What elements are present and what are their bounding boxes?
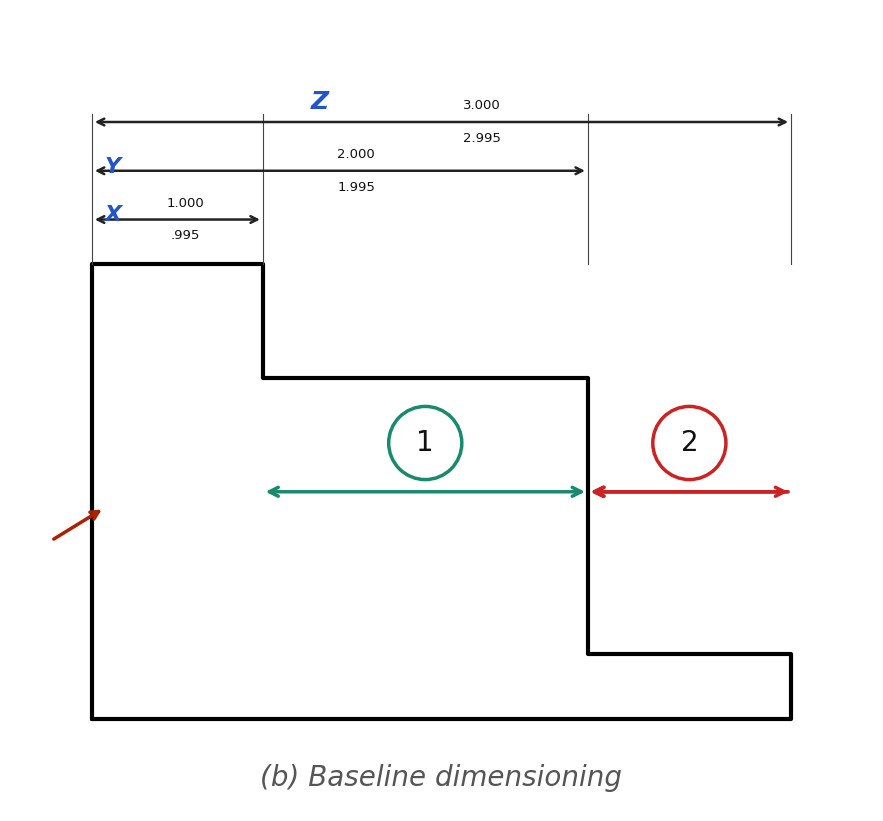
- Text: .995: .995: [170, 229, 200, 242]
- Text: 2.000: 2.000: [337, 148, 375, 161]
- Text: Z: Z: [311, 89, 328, 113]
- Text: X: X: [104, 205, 121, 226]
- Text: (b) Baseline dimensioning: (b) Baseline dimensioning: [260, 764, 623, 792]
- Text: 2: 2: [681, 429, 698, 457]
- Text: 1.000: 1.000: [167, 197, 204, 210]
- Text: 1.995: 1.995: [337, 181, 375, 194]
- Text: Y: Y: [104, 157, 120, 177]
- Text: 1: 1: [417, 429, 434, 457]
- Text: 3.000: 3.000: [464, 99, 501, 112]
- Text: 2.995: 2.995: [464, 131, 501, 144]
